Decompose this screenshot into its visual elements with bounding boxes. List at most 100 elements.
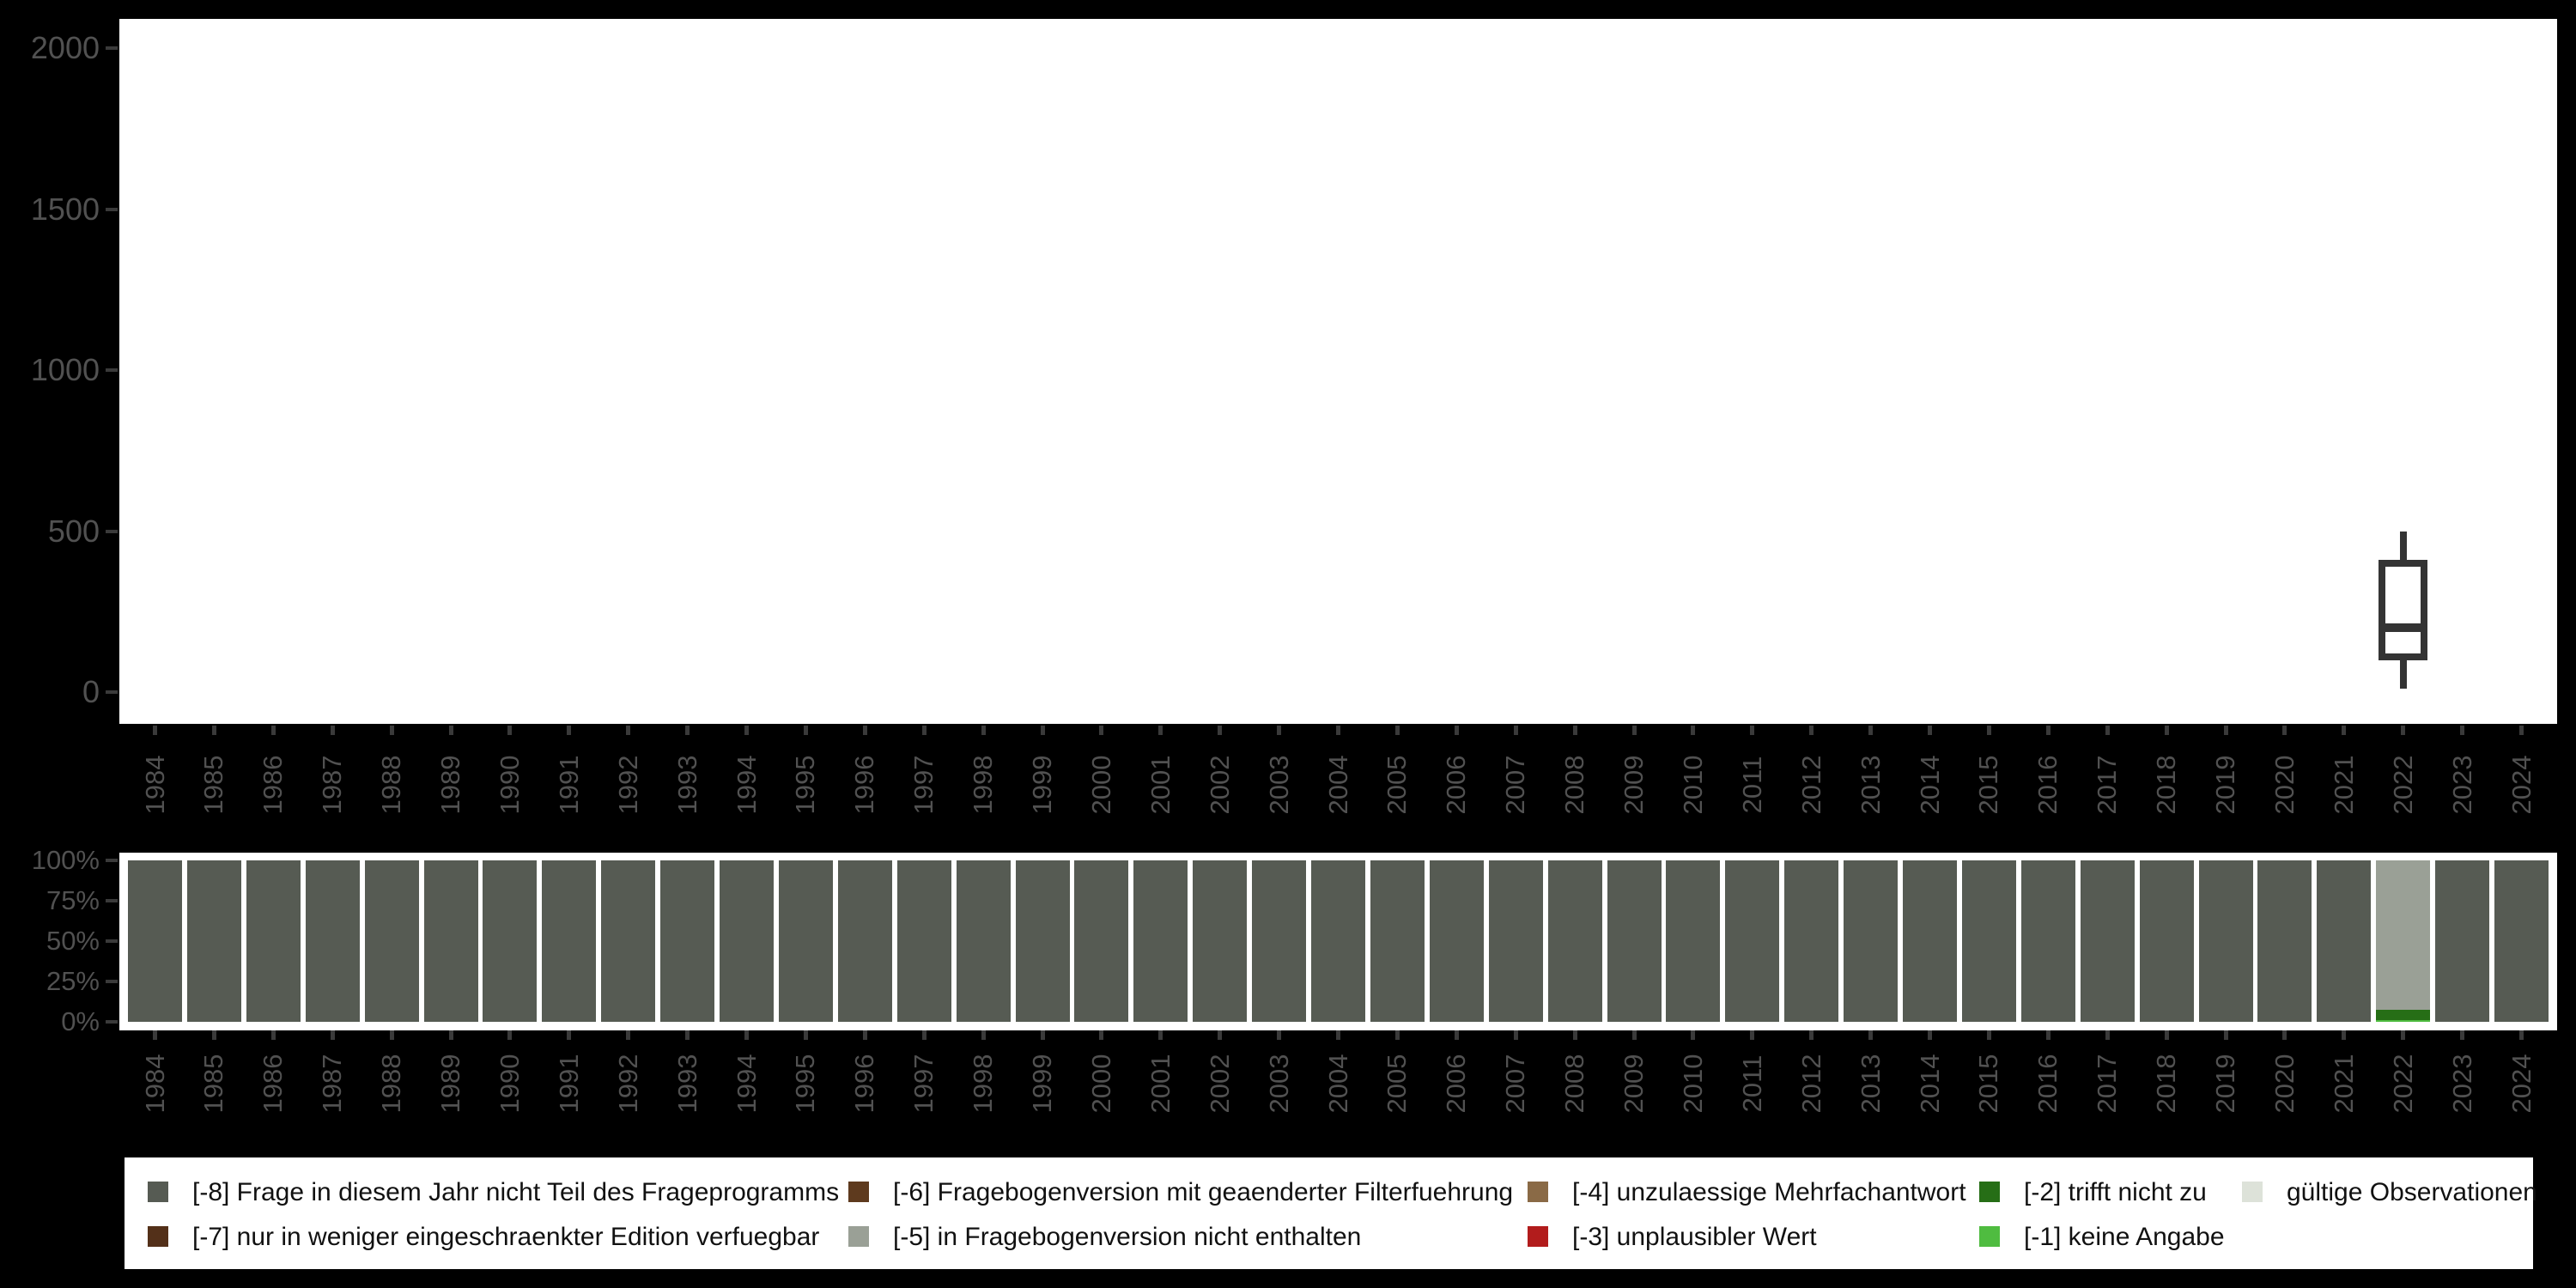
x-tick — [1809, 1030, 1814, 1040]
stacked-bar-1994 — [720, 860, 774, 1022]
legend-swatch--3 — [1528, 1226, 1548, 1247]
x-tick — [1277, 726, 1282, 735]
x-tick-label-year: 2023 — [2446, 1054, 2477, 1114]
bar-segment--8 — [1015, 860, 1070, 1022]
x-tick — [2223, 726, 2228, 735]
x-tick — [1158, 1030, 1163, 1040]
x-tick — [685, 726, 690, 735]
bar-segment--8 — [601, 860, 656, 1022]
x-tick — [153, 1030, 157, 1040]
x-tick-label-year: 1991 — [553, 1054, 584, 1114]
x-tick-label-year: 2013 — [1855, 755, 1886, 815]
bar-segment--8 — [1547, 860, 1602, 1022]
stacked-bar-1986 — [246, 860, 301, 1022]
x-tick — [1513, 1030, 1518, 1040]
x-tick — [2519, 726, 2524, 735]
x-tick-label-year: 2021 — [2328, 755, 2359, 815]
x-tick-label-year: 2005 — [1382, 755, 1413, 815]
stacked-bar-1987 — [305, 860, 360, 1022]
x-tick — [1572, 726, 1577, 735]
bar-segment--8 — [1725, 860, 1780, 1022]
x-tick-label-year: 1993 — [671, 755, 702, 815]
x-tick — [1454, 726, 1459, 735]
stacked-bar-1997 — [896, 860, 951, 1022]
bar-segment--8 — [1074, 860, 1129, 1022]
x-tick — [981, 1030, 986, 1040]
percent-tick-label: 25% — [46, 966, 100, 996]
boxplot-plot-area — [119, 19, 2557, 724]
stacked-bar-2017 — [2080, 860, 2135, 1022]
percent-tick-label: 50% — [46, 926, 100, 956]
x-tick — [2282, 726, 2287, 735]
stacked-bar-1993 — [660, 860, 715, 1022]
x-tick — [2223, 1030, 2228, 1040]
x-tick — [2401, 726, 2406, 735]
percent-tick-label: 75% — [46, 885, 100, 915]
x-tick — [803, 726, 808, 735]
x-tick — [921, 726, 927, 735]
legend-label: [-4] unzulaessige Mehrfachantwort — [1572, 1178, 1966, 1206]
x-tick — [1631, 726, 1637, 735]
x-tick-label-year: 2000 — [1085, 1054, 1116, 1114]
x-tick — [862, 726, 867, 735]
y-tick-label: 500 — [47, 513, 100, 549]
stacked-bar-2024 — [2494, 860, 2549, 1022]
x-tick — [803, 1030, 808, 1040]
x-tick — [448, 726, 453, 735]
stacked-bar-2015 — [1961, 860, 2016, 1022]
x-tick-label-year: 2017 — [2092, 1054, 2123, 1114]
stacked-bar-2012 — [1784, 860, 1839, 1022]
x-tick — [211, 726, 216, 735]
x-tick — [1631, 1030, 1637, 1040]
x-tick-label-year: 1984 — [139, 1054, 170, 1114]
x-tick — [507, 726, 513, 735]
x-tick — [2342, 726, 2347, 735]
x-tick-label-year: 1996 — [849, 755, 880, 815]
bar-segment--8 — [2020, 860, 2075, 1022]
x-tick — [981, 726, 986, 735]
x-tick-label-year: 1993 — [671, 1054, 702, 1114]
y-tick-label: 1500 — [30, 191, 100, 227]
x-tick-label-year: 1985 — [198, 755, 229, 815]
x-tick — [626, 1030, 631, 1040]
x-tick — [744, 726, 749, 735]
stacked-bar-2006 — [1429, 860, 1484, 1022]
x-tick-label-year: 2011 — [1736, 1054, 1767, 1113]
bar-segment--8 — [1311, 860, 1365, 1022]
x-tick-label-year: 2013 — [1855, 1054, 1886, 1114]
x-tick-label-year: 1989 — [435, 1054, 465, 1114]
x-tick — [567, 1030, 572, 1040]
legend: [-8] Frage in diesem Jahr nicht Teil des… — [125, 1157, 2537, 1269]
legend-swatch--6 — [848, 1182, 869, 1202]
x-tick — [2105, 1030, 2110, 1040]
x-tick-label-year: 2020 — [2269, 755, 2300, 815]
bar-segment--8 — [1193, 860, 1248, 1022]
x-tick — [1986, 726, 1991, 735]
x-tick — [862, 1030, 867, 1040]
bar-segment--8 — [364, 860, 419, 1022]
bar-segment--8 — [1784, 860, 1839, 1022]
legend-label: [-1] keine Angabe — [2024, 1223, 2225, 1251]
x-tick — [2282, 1030, 2287, 1040]
x-tick — [1928, 1030, 1932, 1040]
bar-segment--8 — [2494, 860, 2549, 1022]
bar-segment--8 — [1903, 860, 1957, 1022]
x-tick-label-year: 2009 — [1619, 1054, 1649, 1114]
bar-segment--8 — [542, 860, 597, 1022]
x-tick — [1394, 726, 1400, 735]
x-tick-label-year: 2009 — [1619, 755, 1649, 815]
x-tick-label-year: 2008 — [1559, 1054, 1590, 1114]
x-tick-label-year: 2012 — [1795, 755, 1826, 815]
x-tick-label-year: 2018 — [2151, 755, 2182, 815]
x-tick-label-year: 2004 — [1322, 1054, 1353, 1114]
y-tick-label: 0 — [82, 674, 100, 709]
x-tick-label-year: 1986 — [258, 1054, 289, 1114]
x-tick — [626, 726, 631, 735]
x-tick — [1099, 726, 1104, 735]
x-tick-label-year: 2015 — [1973, 755, 2004, 815]
boxplot-upper-whisker — [2399, 531, 2407, 561]
stacked-bar-2009 — [1607, 860, 1662, 1022]
x-tick — [1394, 1030, 1400, 1040]
x-tick-label-year: 2024 — [2506, 1054, 2537, 1114]
x-tick — [1336, 726, 1340, 735]
